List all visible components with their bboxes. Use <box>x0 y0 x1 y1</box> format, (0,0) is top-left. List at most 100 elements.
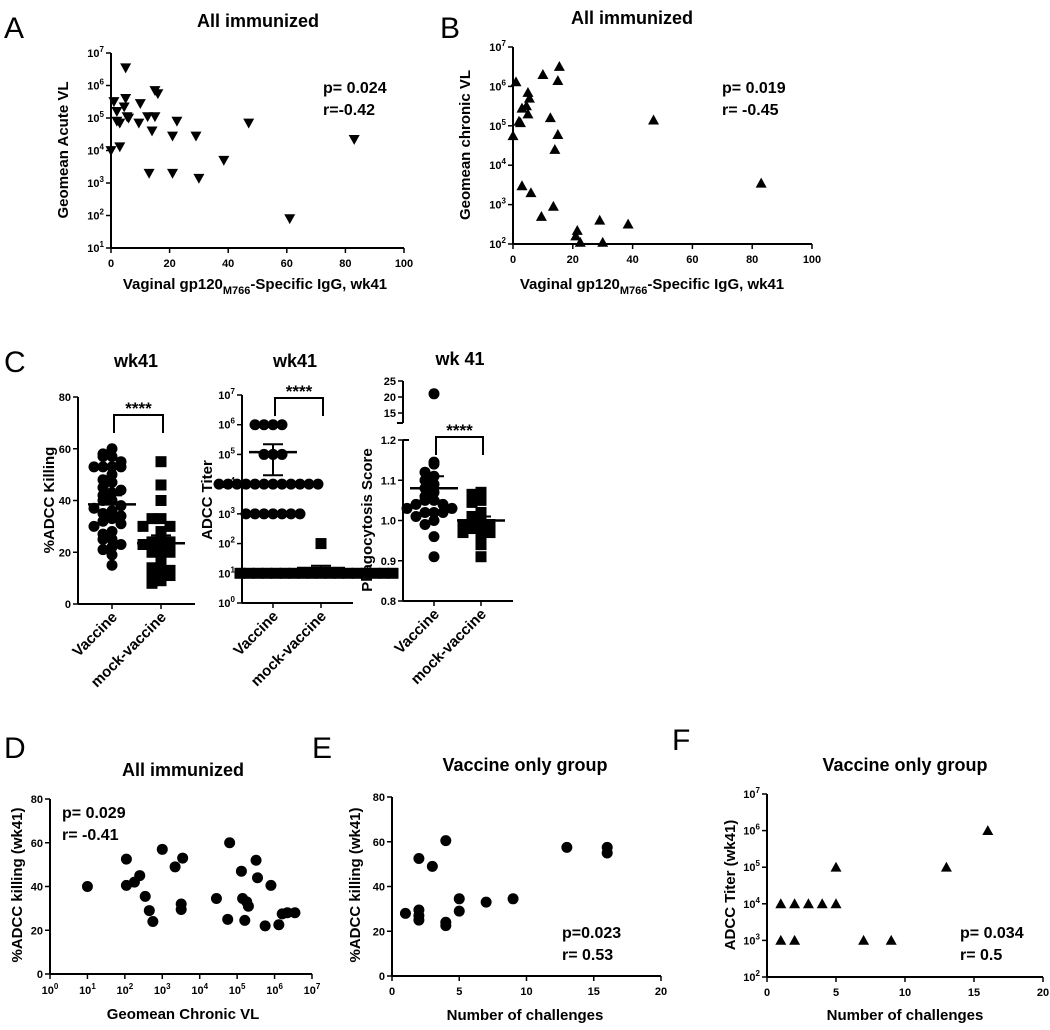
stat-annotation: r= 0.53 <box>562 947 613 964</box>
data-point <box>466 496 478 508</box>
y-tick-label: 60 <box>373 837 385 849</box>
data-point <box>106 559 118 571</box>
significance-stars: **** <box>125 399 152 418</box>
x-tick-label: 10 <box>899 987 911 999</box>
x-label-rest: -Specific IgG, wk41 <box>647 276 784 293</box>
x-tick-label: 102 <box>117 982 134 997</box>
x-tick-label: 100 <box>395 258 413 270</box>
x-tick-label: 105 <box>229 982 246 997</box>
data-point <box>522 87 534 97</box>
data-point <box>240 478 252 490</box>
data-point <box>802 898 814 909</box>
data-point <box>239 914 251 926</box>
data-point <box>437 498 449 510</box>
data-point <box>123 113 135 124</box>
data-point <box>193 173 205 184</box>
data-point <box>106 513 118 525</box>
data-point <box>288 567 300 579</box>
y-tick-label: 106 <box>743 823 760 838</box>
panel-letter: F <box>672 724 690 757</box>
data-point <box>265 879 277 891</box>
y-tick-label: 20 <box>373 926 385 938</box>
stat-annotation: p= 0.024 <box>323 80 387 97</box>
data-point <box>97 451 109 463</box>
y-tick-label: 106 <box>218 417 235 432</box>
chart-panel-a: 101 102 103 104 105 106 107 Vaginal gp120M766-S… <box>87 45 405 297</box>
data-point <box>167 168 179 179</box>
data-point <box>858 934 870 945</box>
data-point <box>648 114 660 125</box>
y-tick-label: 0.9 <box>381 556 396 568</box>
data-point <box>146 536 158 548</box>
data-point <box>523 92 535 103</box>
data-point <box>234 567 246 579</box>
data-point <box>242 900 254 912</box>
data-point <box>258 419 270 431</box>
data-point <box>410 510 422 522</box>
data-point <box>171 116 183 127</box>
chart-title: All immunized <box>571 8 693 28</box>
data-point <box>453 905 465 917</box>
data-point <box>547 200 559 211</box>
data-point <box>289 907 301 919</box>
x-axis-label: Number of challenges <box>447 1007 604 1024</box>
x-label-subscript: M766 <box>223 285 251 297</box>
data-point <box>155 567 167 579</box>
significance-stars: **** <box>286 382 313 401</box>
data-point <box>115 484 127 496</box>
data-point <box>261 567 273 579</box>
data-point <box>149 112 161 123</box>
data-point <box>143 905 155 917</box>
data-point <box>360 567 372 579</box>
data-point <box>507 893 519 905</box>
x-tick-label: 15 <box>588 986 600 998</box>
data-point <box>399 907 411 919</box>
data-point <box>789 934 801 945</box>
data-point <box>243 567 255 579</box>
data-point <box>775 898 787 909</box>
data-point <box>510 76 522 87</box>
y-tick-label: 20 <box>59 547 71 559</box>
x-tick-label: 20 <box>163 258 175 270</box>
data-point <box>419 466 431 478</box>
data-point <box>312 478 324 490</box>
data-point <box>235 865 247 877</box>
y-tick-label: 40 <box>59 496 71 508</box>
x-tick-label: 103 <box>154 982 171 997</box>
data-point <box>830 861 842 872</box>
y-axis-label: %ADCC Killing <box>41 447 58 554</box>
data-point <box>466 523 478 535</box>
x-tick-label: 0 <box>108 258 114 270</box>
data-point <box>315 538 327 550</box>
data-point <box>342 567 354 579</box>
y-tick-label: 1.1 <box>381 475 396 487</box>
x-axis-label: Vaginal gp120M766-Specific IgG, wk41 <box>123 276 387 297</box>
data-point <box>594 214 606 225</box>
data-point <box>137 538 149 550</box>
data-point <box>177 852 189 864</box>
y-tick-label: 105 <box>489 118 506 133</box>
data-point <box>139 890 151 902</box>
significance-bracket <box>274 397 324 416</box>
data-point <box>97 461 109 473</box>
stat-annotation: r= 0.5 <box>960 947 1002 964</box>
data-point <box>561 841 573 853</box>
x-label-main: Vaginal gp120 <box>123 276 223 293</box>
y-tick-label: 103 <box>489 197 506 212</box>
data-point <box>115 538 127 550</box>
data-point <box>475 494 487 506</box>
y-tick-label: 105 <box>87 110 104 125</box>
data-point <box>457 519 469 531</box>
data-point <box>507 130 519 141</box>
data-point <box>164 536 176 548</box>
x-tick-label: 40 <box>626 254 638 266</box>
y-tick-label: 0.8 <box>381 596 396 608</box>
panel-letter: A <box>4 12 24 45</box>
data-point <box>169 861 181 873</box>
data-point <box>252 872 264 884</box>
data-point <box>276 419 288 431</box>
data-point <box>281 907 293 919</box>
stat-annotation: p= 0.034 <box>960 925 1024 942</box>
data-point <box>267 508 279 520</box>
y-tick-label: 107 <box>489 39 506 54</box>
